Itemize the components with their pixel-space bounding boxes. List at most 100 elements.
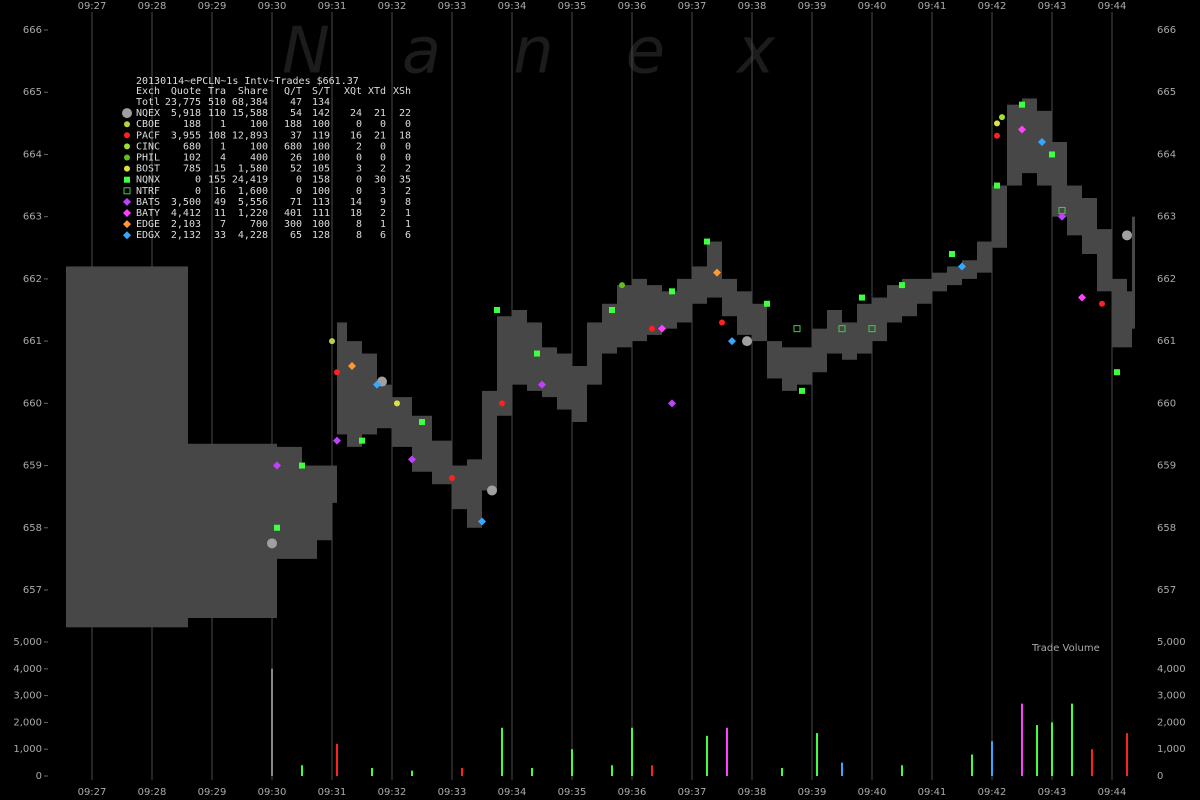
trade-marker <box>299 462 305 469</box>
volume-bar <box>1021 703 1023 776</box>
table-cell: PHIL <box>136 153 160 164</box>
y-tick-label: 662 <box>23 274 42 285</box>
price-range <box>767 341 782 379</box>
trade-marker <box>478 517 486 526</box>
table-cell: 11 <box>214 208 226 219</box>
volume-bar <box>991 741 993 776</box>
table-cell: 0 <box>405 141 411 152</box>
price-range <box>842 322 857 360</box>
table-cell: 0 <box>356 186 362 197</box>
table-cell: 0 <box>380 141 386 152</box>
y-tick-label-right: 661 <box>1157 336 1176 347</box>
trade-marker <box>658 324 666 333</box>
price-range <box>722 278 737 317</box>
table-cell: 100 <box>312 141 330 152</box>
y-tick-label: 659 <box>23 461 42 472</box>
y-tick-label-right: 663 <box>1157 212 1176 223</box>
volume-bar <box>841 762 843 776</box>
legend-marker <box>123 197 131 206</box>
table-cell: 68,384 <box>232 97 268 108</box>
volume-bar <box>336 743 338 776</box>
price-range <box>467 459 482 528</box>
table-cell: 0 <box>356 119 362 130</box>
table-cell: 2 <box>405 186 411 197</box>
trade-marker <box>994 120 1000 127</box>
table-cell: 21 <box>374 108 386 119</box>
trade-marker <box>373 380 381 389</box>
price-range <box>1132 216 1135 329</box>
x-tick-label: 09:39 <box>798 787 827 798</box>
price-range <box>1052 142 1067 217</box>
price-range <box>282 446 302 559</box>
price-range <box>932 272 947 292</box>
y-tick-label-right: 4,000 <box>1157 664 1186 675</box>
legend-marker <box>123 231 131 240</box>
price-range <box>277 446 282 559</box>
table-header: Share <box>238 86 268 97</box>
table-cell: 142 <box>312 108 330 119</box>
table-cell: BATY <box>136 208 160 219</box>
trade-marker <box>273 461 281 470</box>
volume-bar <box>611 765 613 776</box>
y-tick-label: 665 <box>23 87 42 98</box>
table-cell: BATS <box>136 197 160 208</box>
price-range <box>362 353 377 435</box>
x-tick-label-top: 09:44 <box>1098 1 1127 12</box>
trade-marker <box>793 325 801 333</box>
x-tick-label: 09:44 <box>1098 787 1127 798</box>
table-cell: 400 <box>250 153 268 164</box>
table-header: Quote <box>171 86 201 97</box>
table-cell: 2,132 <box>171 230 201 241</box>
price-range <box>572 366 587 422</box>
trade-marker <box>1099 300 1105 307</box>
table-cell: 110 <box>208 108 226 119</box>
price-range <box>947 266 962 286</box>
table-cell: 100 <box>312 186 330 197</box>
price-range <box>1007 104 1022 186</box>
x-tick-label-top: 09:29 <box>198 1 227 12</box>
y-tick-label-right: 660 <box>1157 398 1176 409</box>
trade-marker <box>899 282 905 289</box>
y-tick-label-right: 657 <box>1157 585 1176 596</box>
trade-marker <box>1078 293 1086 302</box>
x-tick-label-top: 09:43 <box>1038 1 1067 12</box>
table-cell: 1 <box>220 141 226 152</box>
table-cell: 188 <box>183 119 201 130</box>
table-cell: 8 <box>356 219 362 230</box>
table-cell: 4,228 <box>238 230 268 241</box>
table-cell: 3,955 <box>171 130 201 141</box>
price-range <box>782 347 797 391</box>
x-tick-label-top: 09:32 <box>378 1 407 12</box>
table-cell: 15 <box>214 164 226 175</box>
price-range <box>962 260 977 279</box>
table-cell: 21 <box>374 130 386 141</box>
y-tick-label: 5,000 <box>13 637 42 648</box>
table-cell: 100 <box>250 119 268 130</box>
legend-marker <box>123 220 131 229</box>
x-tick-label: 09:30 <box>258 787 287 798</box>
price-range <box>332 465 337 503</box>
table-cell: 8 <box>356 230 362 241</box>
y-tick-label: 661 <box>23 336 42 347</box>
table-cell: CINC <box>136 141 160 152</box>
table-cell: 680 <box>183 141 201 152</box>
x-tick-label-top: 09:38 <box>738 1 767 12</box>
volume-bar <box>631 727 633 776</box>
table-cell: 0 <box>296 186 302 197</box>
price-range <box>737 291 752 335</box>
table-cell: 1,220 <box>238 208 268 219</box>
trade-marker <box>704 238 710 245</box>
table-cell: 12,893 <box>232 130 268 141</box>
table-cell: 26 <box>290 153 302 164</box>
table-cell: 102 <box>183 153 201 164</box>
x-tick-label-top: 09:30 <box>258 1 287 12</box>
price-range <box>977 241 992 273</box>
y-tick-label-right: 0 <box>1157 771 1163 782</box>
price-range <box>452 465 467 510</box>
table-cell: 0 <box>195 175 201 186</box>
x-tick-label-top: 09:42 <box>978 1 1007 12</box>
table-cell: 22 <box>399 108 411 119</box>
price-range <box>512 310 527 385</box>
trade-marker <box>359 437 365 444</box>
table-cell: 105 <box>312 164 330 175</box>
